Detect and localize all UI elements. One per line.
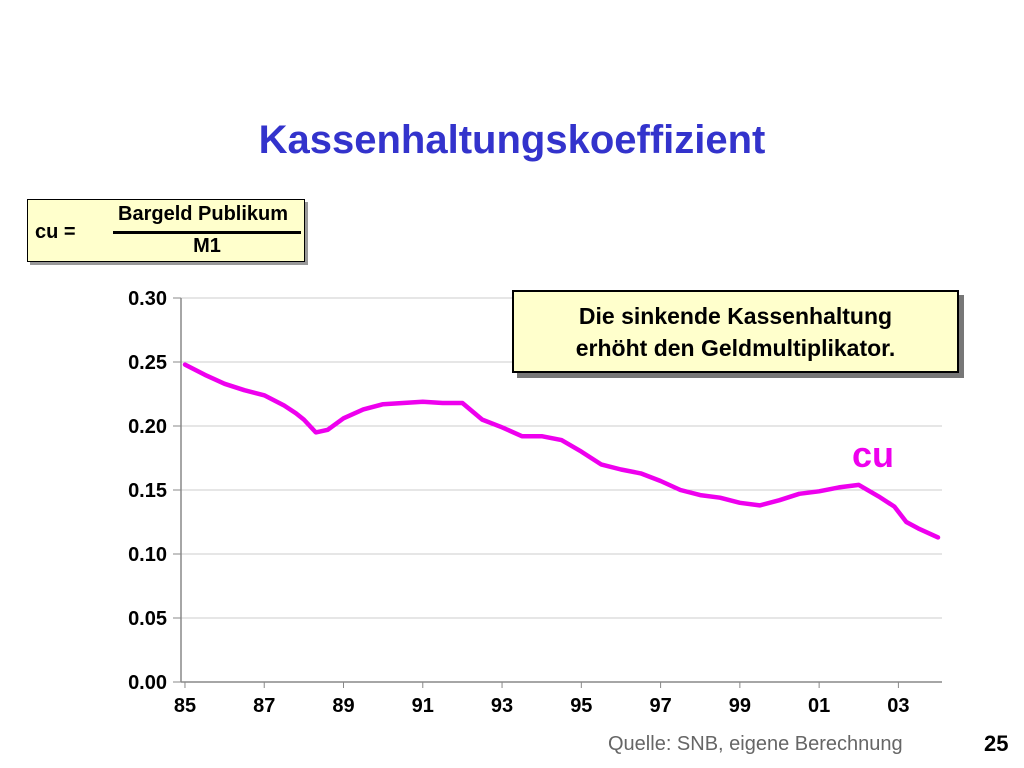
x-tick-label-1: 87 [253,695,275,717]
callout-line-2: erhöht den Geldmultiplikator. [575,335,896,361]
x-tick-label-6: 97 [649,695,671,717]
y-tick-label-5: 0.25 [128,352,167,374]
x-axis-ticks: 85 87 89 91 93 95 97 99 01 03 [174,682,910,717]
source-note: Quelle: SNB, eigene Berechnung [608,733,903,755]
chart-series [182,362,941,540]
formula-denominator: M1 [193,235,221,257]
x-tick-label-4: 93 [491,695,513,717]
x-tick-label-8: 01 [808,695,830,717]
callout-box: Die sinkende Kassenhaltung erhöht den Ge… [512,290,959,373]
formula-numerator: Bargeld Publikum [118,203,289,225]
formula-box: cu = Bargeld Publikum M1 [27,199,305,262]
x-tick-label-3: 91 [412,695,434,717]
x-tick-label-7: 99 [729,695,751,717]
x-tick-label-2: 89 [332,695,354,717]
formula-lhs: cu = [35,221,76,243]
y-tick-label-6: 0.30 [128,288,167,310]
x-tick-label-9: 03 [887,695,909,717]
fraction-bar [113,231,301,234]
y-tick-label-0: 0.00 [128,672,167,694]
slide-title: Kassenhaltungskoeffizient [258,118,766,162]
x-tick-label-5: 95 [570,695,592,717]
series-line-cu [182,362,941,540]
y-tick-label-3: 0.15 [128,480,167,502]
page-number: 25 [984,731,1009,756]
y-tick-label-1: 0.05 [128,608,167,630]
y-axis-ticks: 0.00 0.05 0.10 0.15 0.20 0.25 0.30 [128,288,181,694]
y-tick-label-2: 0.10 [128,544,167,566]
series-label-cu: cu [852,434,894,475]
x-tick-label-0: 85 [174,695,196,717]
y-tick-label-4: 0.20 [128,416,167,438]
callout-line-1: Die sinkende Kassenhaltung [578,303,893,329]
